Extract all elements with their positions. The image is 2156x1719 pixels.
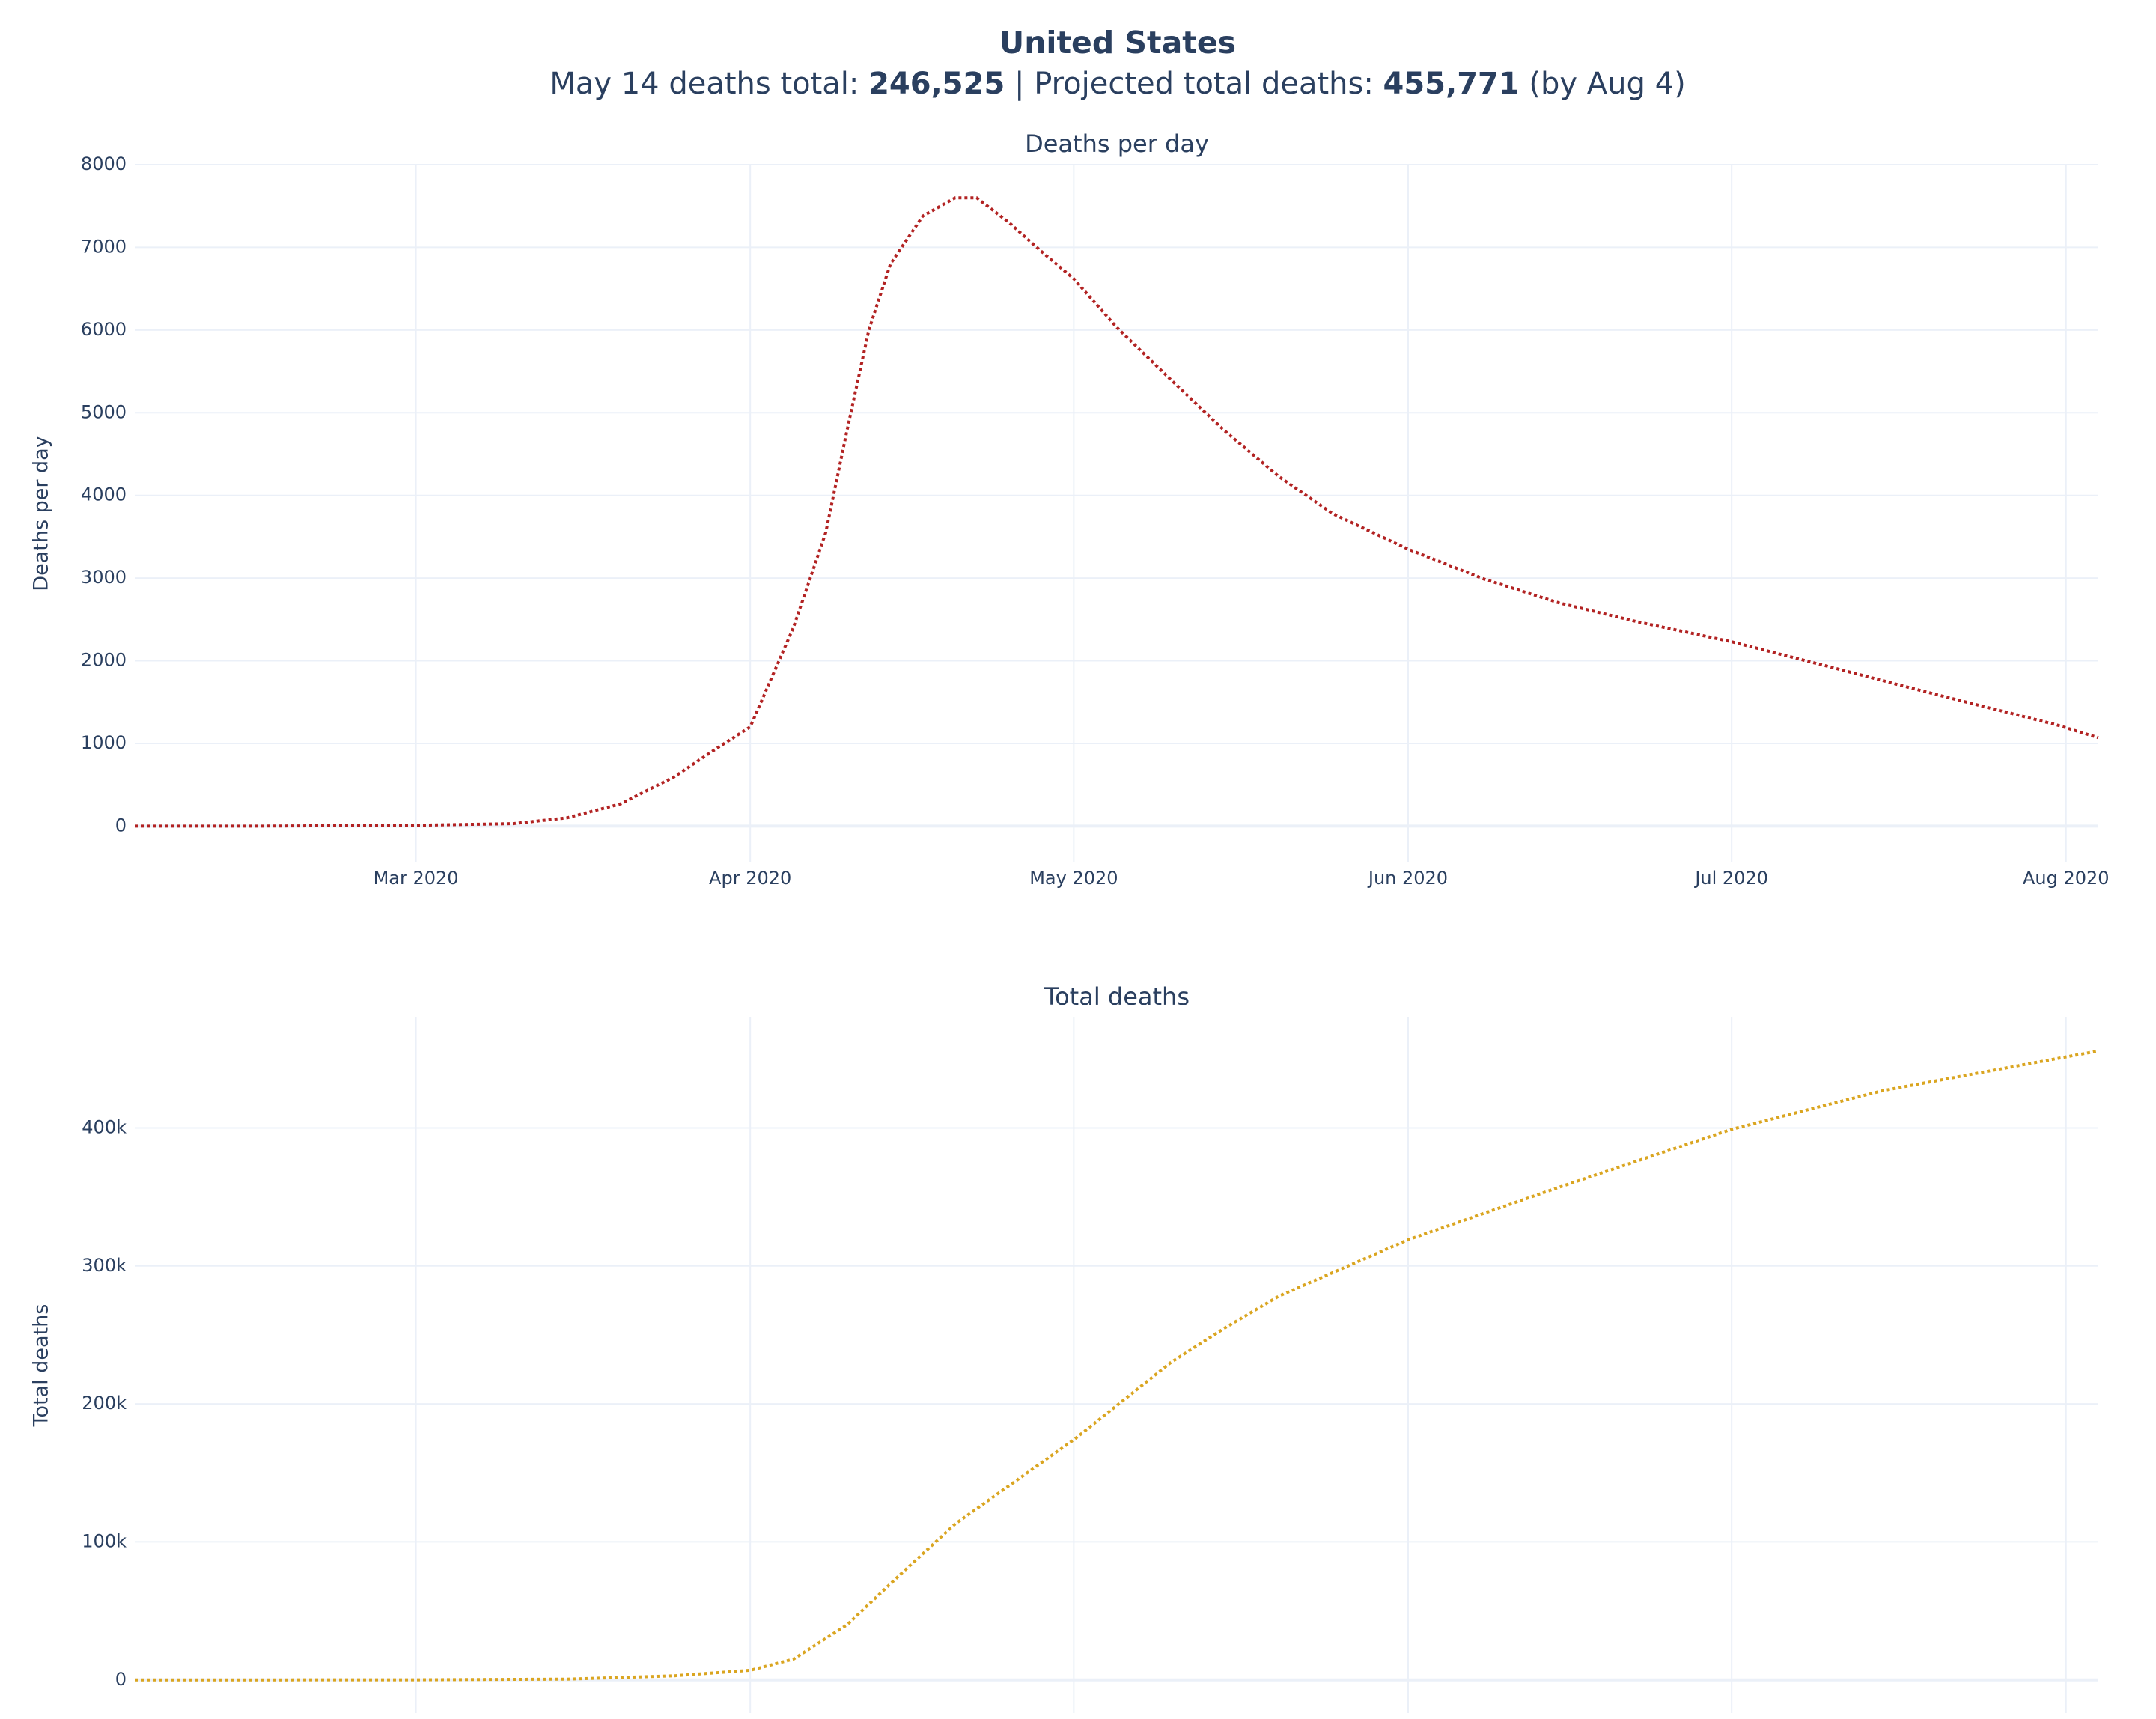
y-axis-title: Deaths per day [30,436,53,591]
x-tick-label: May 2020 [1029,868,1118,889]
subtitle-part: | Projected total deaths: [1005,67,1383,101]
page-subtitle: May 14 deaths total: 246,525 | Projected… [549,67,1685,101]
y-tick-label: 400k [82,1116,127,1137]
subplot-title: Total deaths [1044,982,1190,1011]
y-tick-label: 200k [82,1393,127,1414]
x-tick-label: Jul 2020 [1693,868,1768,889]
y-tick-label: 7000 [81,236,127,257]
y-tick-label: 3000 [81,567,127,588]
y-tick-label: 8000 [81,153,127,174]
y-tick-label: 2000 [81,650,127,671]
y-tick-label: 300k [82,1255,127,1276]
x-tick-label: Aug 2020 [2023,868,2110,889]
data-line [135,1049,2099,1682]
page-title: United States [999,25,1236,61]
y-tick-label: 6000 [81,319,127,340]
y-tick-label: 0 [115,1669,127,1690]
x-tick-label: Jun 2020 [1367,868,1448,889]
y-tick-label: 0 [115,815,127,836]
y-tick-label: 100k [82,1530,127,1551]
y-tick-label: 1000 [81,732,127,753]
x-tick-label: Apr 2020 [709,868,791,889]
subtitle-part: 246,525 [868,67,1005,101]
data-line [135,196,2099,828]
subtitle-part: 455,771 [1383,67,1520,101]
subtitle-part: May 14 deaths total: [549,67,868,101]
y-tick-label: 4000 [81,484,127,505]
subtitle-part: (by Aug 4) [1520,67,1686,101]
y-axis-title: Total deaths [30,1304,53,1428]
y-tick-label: 5000 [81,401,127,422]
subplot-title: Deaths per day [1025,130,1209,158]
x-tick-label: Mar 2020 [374,868,459,889]
